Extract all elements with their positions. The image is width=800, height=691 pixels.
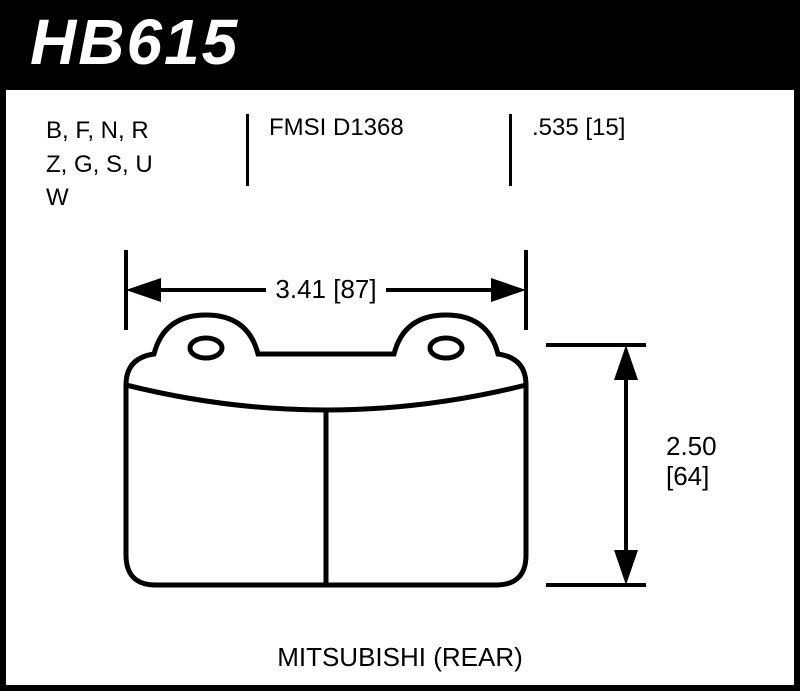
height-label-2: [64] bbox=[666, 461, 709, 491]
compound-codes: B, F, N, R Z, G, S, U W bbox=[46, 114, 246, 210]
part-number: HB615 bbox=[30, 5, 239, 79]
content-frame: B, F, N, R Z, G, S, U W FMSI D1368 .535 … bbox=[0, 90, 800, 691]
application-label: MITSUBISHI (REAR) bbox=[6, 642, 794, 673]
pad-diagram: 3.41 [87] 2.50 [64] bbox=[6, 230, 794, 680]
brake-pad-shape bbox=[126, 315, 526, 585]
spec-row: B, F, N, R Z, G, S, U W FMSI D1368 .535 … bbox=[6, 90, 794, 210]
fmsi-label: FMSI D1368 bbox=[249, 114, 509, 210]
width-label: 3.41 [87] bbox=[275, 274, 376, 304]
codes-line3: W bbox=[46, 181, 246, 215]
height-label-1: 2.50 bbox=[666, 431, 717, 461]
codes-line2: Z, G, S, U bbox=[46, 148, 246, 182]
header-bar: HB615 bbox=[0, 0, 800, 90]
codes-line1: B, F, N, R bbox=[46, 114, 246, 148]
height-dimension: 2.50 [64] bbox=[546, 345, 717, 585]
thickness-label: .535 [15] bbox=[512, 114, 625, 210]
